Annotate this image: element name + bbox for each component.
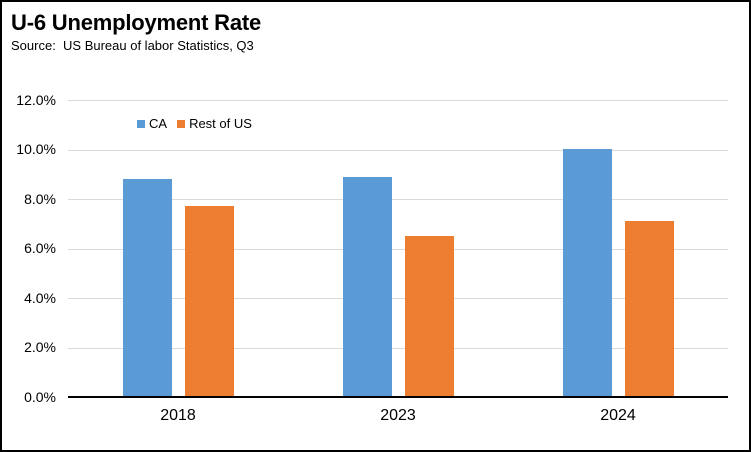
bar-ca-2024 (563, 149, 612, 397)
legend-item-ca: CA (137, 116, 167, 131)
gridline-6-0- (68, 249, 728, 250)
legend-item-rest-of-us: Rest of US (177, 116, 252, 131)
y-tick-4-0-: 4.0% (24, 290, 56, 306)
y-tick-6-0-: 6.0% (24, 240, 56, 256)
y-tick-0-0-: 0.0% (24, 389, 56, 405)
legend-label-rest-of-us: Rest of US (189, 116, 252, 131)
legend: CA Rest of US (137, 116, 252, 131)
gridline-8-0- (68, 199, 728, 200)
x-tick-2018: 2018 (160, 407, 196, 424)
gridline-12-0- (68, 100, 728, 101)
bar-rest-of-us-2024 (625, 221, 674, 397)
bar-ca-2023 (343, 177, 392, 397)
gridline-4-0- (68, 298, 728, 299)
y-tick-8-0-: 8.0% (24, 191, 56, 207)
x-tick-2023: 2023 (380, 407, 416, 424)
legend-label-ca: CA (149, 116, 168, 131)
y-tick-2-0-: 2.0% (24, 339, 56, 355)
bar-rest-of-us-2018 (185, 206, 234, 397)
x-axis-line (68, 396, 728, 398)
y-tick-10-0-: 10.0% (16, 141, 56, 157)
bar-ca-2018 (123, 179, 172, 397)
legend-swatch-ca (137, 119, 145, 128)
x-tick-2024: 2024 (600, 407, 636, 424)
bar-rest-of-us-2023 (405, 236, 454, 397)
gridline-2-0- (68, 348, 728, 349)
legend-swatch-rest-of-us (177, 119, 186, 128)
gridline-10-0- (68, 150, 728, 151)
plot-area (68, 100, 728, 398)
chart-source-note: Source: US Bureau of labor Statistics, Q… (11, 38, 254, 53)
y-tick-12-0-: 12.0% (16, 92, 56, 108)
chart-title: U-6 Unemployment Rate (11, 10, 262, 35)
